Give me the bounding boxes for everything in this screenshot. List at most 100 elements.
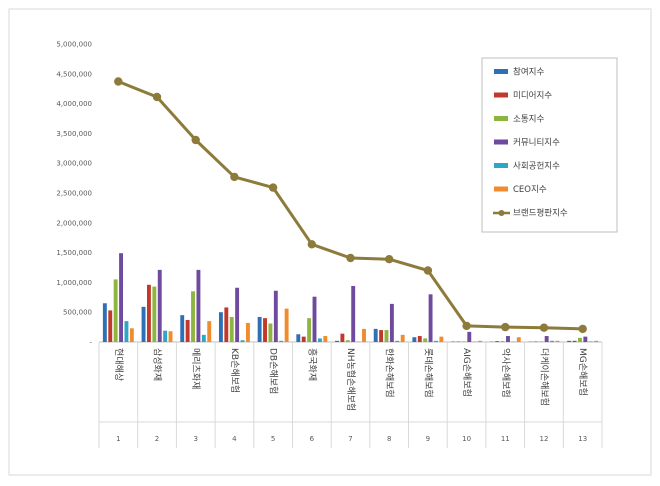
x-category-label: KB손해보험 [229, 348, 240, 393]
x-category-label: DB손해보험 [268, 348, 279, 394]
x-category-label: 한화손해보험 [384, 348, 395, 398]
bar [501, 341, 505, 342]
line-point [501, 323, 509, 331]
bar [439, 337, 443, 342]
bar [235, 288, 239, 342]
bar [573, 341, 577, 342]
bar [379, 330, 383, 342]
bar [191, 291, 195, 342]
y-tick-label: 5,000,000 [56, 41, 92, 49]
y-tick-label: 2,500,000 [56, 190, 92, 198]
bar [186, 320, 190, 342]
bar [462, 341, 466, 342]
bar [246, 323, 250, 342]
y-tick-label: 4,000,000 [56, 100, 92, 108]
bar [395, 341, 399, 342]
x-category-label: NH농협손해보험 [345, 348, 357, 411]
x-category-label: 메리츠화재 [190, 348, 201, 389]
bar [119, 253, 123, 342]
x-number-label: 11 [501, 435, 510, 443]
y-tick-label: 2,000,000 [56, 219, 92, 227]
bar [390, 304, 394, 342]
x-number-label: 9 [426, 435, 430, 443]
legend-label: 커뮤니티지수 [513, 137, 560, 148]
bar [169, 331, 173, 342]
bar [589, 341, 593, 342]
x-number-label: 10 [462, 435, 471, 443]
bar [578, 338, 582, 342]
bar [163, 331, 167, 342]
bar [313, 297, 317, 342]
legend-label: CEO지수 [513, 185, 547, 195]
bar [362, 329, 366, 342]
bar [125, 321, 129, 342]
legend-swatch [494, 140, 508, 145]
bar [274, 291, 278, 342]
legend-swatch [494, 116, 508, 121]
bar [550, 341, 554, 342]
y-tick-label: 500,000 [63, 309, 92, 317]
bar [196, 270, 200, 342]
x-category-label: 삼성화재 [152, 348, 163, 381]
x-category-label: 현대해상 [113, 348, 124, 381]
bar [539, 341, 543, 342]
y-tick-label: 3,000,000 [56, 160, 92, 168]
bar [224, 307, 228, 342]
bar [351, 286, 355, 342]
bar [296, 334, 300, 342]
bar [423, 338, 427, 342]
bar [385, 330, 389, 342]
x-number-label: 8 [387, 435, 391, 443]
x-category-label: AIG손해보험 [461, 348, 472, 397]
bar [335, 341, 339, 342]
bar [340, 334, 344, 342]
x-category-label: 더케이손해보험 [539, 348, 550, 406]
line-point [346, 254, 354, 262]
bar [594, 341, 598, 342]
bar [202, 335, 206, 342]
x-number-label: 13 [578, 435, 587, 443]
legend-label: 미디어지수 [513, 90, 552, 101]
bar [495, 341, 499, 342]
y-tick-label: 1,500,000 [56, 249, 92, 257]
bar [263, 318, 267, 342]
legend-swatch [494, 187, 508, 192]
bar [108, 310, 112, 342]
bar [545, 336, 549, 342]
legend-swatch [494, 163, 508, 168]
bar [114, 279, 118, 342]
legend-swatch [494, 93, 508, 98]
legend-label: 사회공헌지수 [513, 162, 560, 172]
bar [583, 337, 587, 342]
y-tick-label: 1,000,000 [56, 279, 92, 287]
x-number-label: 1 [116, 435, 120, 443]
bar [142, 307, 146, 342]
bar [412, 337, 416, 342]
x-number-label: 12 [540, 435, 549, 443]
bar [506, 336, 510, 342]
bar [556, 341, 560, 342]
line-point [308, 240, 316, 248]
legend-label: 참여지수 [513, 67, 544, 78]
legend-line-marker [499, 210, 505, 216]
bar [374, 329, 378, 342]
line-point [540, 324, 548, 332]
bar [152, 287, 156, 342]
x-number-label: 2 [155, 435, 159, 443]
x-category-label: MG손해보험 [577, 348, 588, 396]
x-number-label: 4 [232, 435, 237, 443]
legend-swatch [494, 69, 508, 74]
bar [285, 309, 289, 342]
bar [467, 332, 471, 342]
x-number-label: 6 [310, 435, 315, 443]
bar [418, 336, 422, 342]
bar [279, 341, 283, 342]
x-category-label: 롯데손해보험 [422, 348, 433, 398]
bar [258, 317, 262, 342]
line-point [114, 77, 122, 85]
bar [318, 338, 322, 342]
x-number-label: 7 [348, 435, 352, 443]
line-point [230, 173, 238, 181]
